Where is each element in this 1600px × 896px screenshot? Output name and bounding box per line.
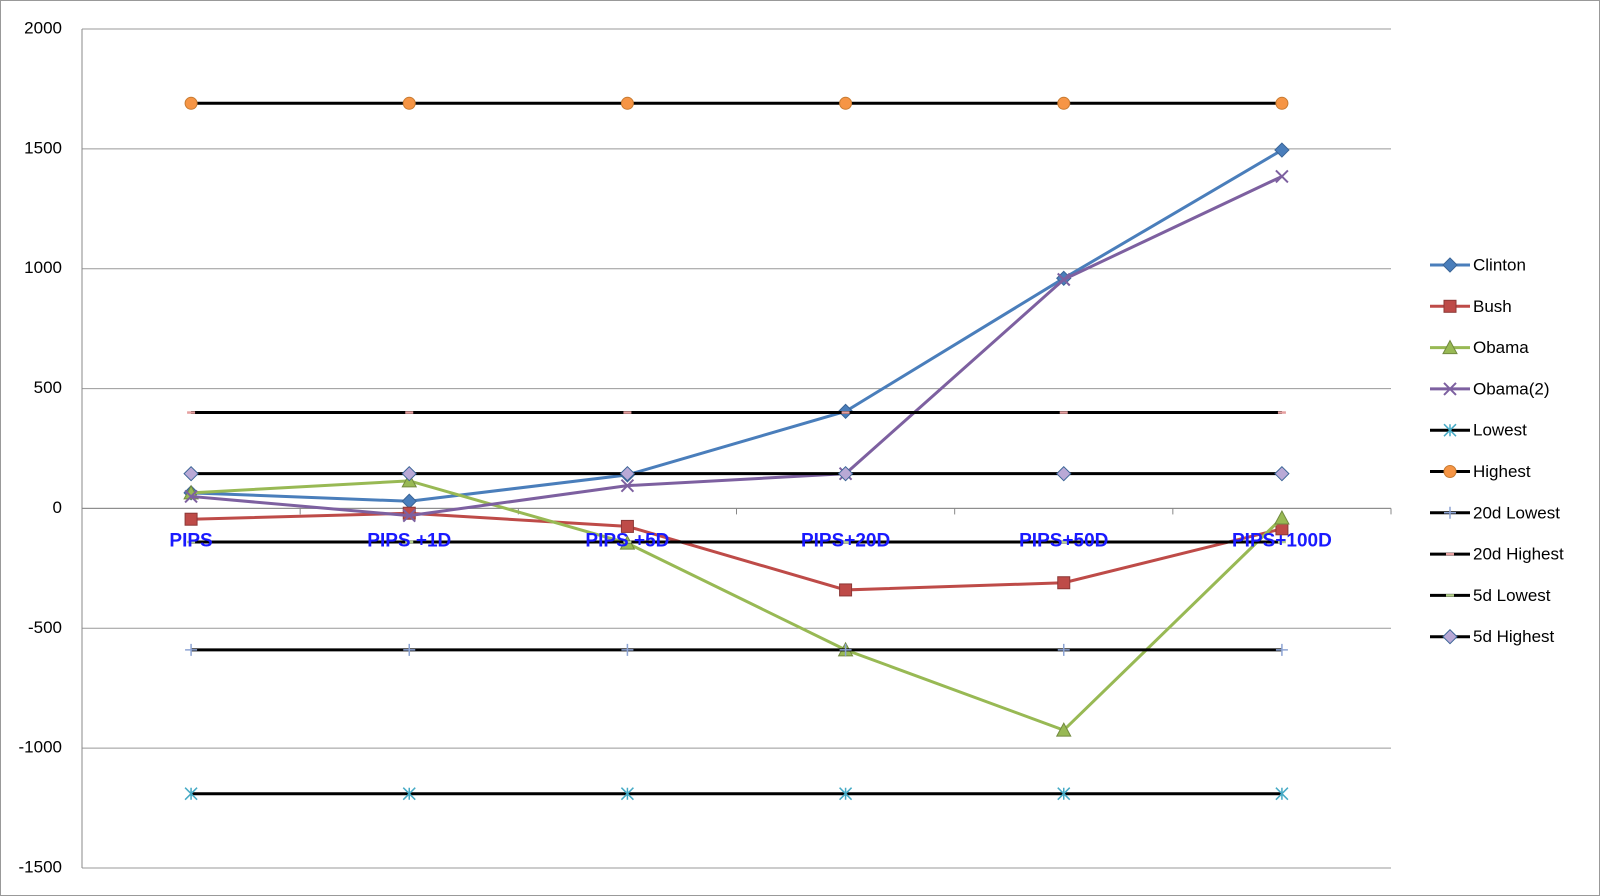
legend-marker bbox=[1443, 382, 1457, 396]
marker bbox=[839, 96, 853, 110]
marker bbox=[184, 512, 198, 526]
marker bbox=[184, 96, 198, 110]
marker bbox=[620, 519, 634, 533]
x-tick-label: PIPS+100D bbox=[1232, 530, 1332, 551]
legend-label: Bush bbox=[1473, 297, 1512, 316]
x-tick-label: PIPS bbox=[169, 530, 212, 551]
marker bbox=[184, 787, 198, 801]
legend-marker bbox=[1442, 628, 1458, 645]
marker bbox=[1055, 722, 1072, 737]
marker bbox=[1274, 142, 1290, 158]
legend-label: Clinton bbox=[1473, 255, 1526, 274]
x-tick-label: PIPS+20D bbox=[801, 530, 890, 551]
marker bbox=[621, 643, 634, 656]
marker bbox=[620, 96, 634, 110]
marker bbox=[839, 583, 853, 597]
marker bbox=[1275, 643, 1288, 656]
marker bbox=[1274, 509, 1290, 525]
series-markers bbox=[184, 96, 1289, 110]
marker bbox=[1057, 96, 1071, 110]
marker bbox=[185, 643, 198, 656]
series-markers bbox=[184, 506, 1289, 597]
marker bbox=[839, 787, 853, 801]
legend-marker bbox=[1443, 299, 1457, 313]
legend-label: 20d Highest bbox=[1473, 545, 1564, 564]
legend-label: Obama(2) bbox=[1473, 379, 1550, 398]
y-tick-label: 2000 bbox=[24, 18, 62, 37]
marker bbox=[837, 465, 854, 482]
series-markers bbox=[183, 465, 1290, 482]
legend-marker bbox=[1444, 506, 1456, 519]
marker bbox=[402, 506, 416, 520]
series-line bbox=[190, 175, 1283, 518]
series-line bbox=[191, 479, 1283, 732]
series-markers bbox=[184, 787, 1289, 801]
legend-label: Obama bbox=[1473, 338, 1529, 357]
marker bbox=[619, 465, 636, 482]
legend-label: Lowest bbox=[1473, 421, 1527, 440]
legend-label: 20d Lowest bbox=[1473, 503, 1560, 522]
x-tick-label: PIPS +1D bbox=[367, 530, 451, 551]
marker bbox=[839, 643, 852, 656]
series-markers bbox=[184, 169, 1289, 523]
legend-label: 5d Highest bbox=[1473, 627, 1555, 646]
marker bbox=[402, 508, 416, 523]
x-tick-label: PIPS +5D bbox=[585, 530, 669, 551]
marker bbox=[1057, 643, 1070, 656]
marker bbox=[403, 643, 416, 656]
marker bbox=[1057, 576, 1071, 590]
legend-label: Highest bbox=[1473, 462, 1531, 481]
marker bbox=[402, 96, 416, 110]
series-line bbox=[191, 511, 1283, 592]
marker bbox=[1275, 96, 1289, 110]
y-tick-label: 0 bbox=[53, 498, 62, 517]
marker bbox=[1275, 169, 1289, 184]
legend-marker bbox=[1442, 339, 1458, 355]
marker bbox=[402, 787, 416, 801]
legend-marker bbox=[1443, 465, 1457, 478]
series-markers bbox=[185, 643, 1288, 656]
marker bbox=[1057, 787, 1071, 801]
marker bbox=[620, 478, 635, 493]
marker bbox=[183, 465, 199, 482]
marker bbox=[620, 787, 634, 801]
series-line bbox=[191, 148, 1283, 503]
y-tick-label: -500 bbox=[28, 618, 62, 637]
legend-marker bbox=[1442, 257, 1458, 273]
y-tick-label: 500 bbox=[34, 378, 62, 397]
y-tick-label: -1000 bbox=[19, 738, 62, 757]
marker bbox=[401, 465, 417, 482]
marker bbox=[1274, 465, 1290, 482]
x-tick-label: PIPS+50D bbox=[1019, 530, 1108, 551]
marker bbox=[184, 489, 198, 504]
y-tick-label: 1000 bbox=[24, 258, 62, 277]
legend-label: 5d Lowest bbox=[1473, 586, 1551, 605]
y-tick-label: -1500 bbox=[19, 857, 62, 876]
y-tick-label: 1500 bbox=[24, 138, 62, 157]
marker bbox=[1275, 787, 1289, 801]
marker bbox=[1056, 465, 1072, 482]
marker bbox=[1057, 272, 1071, 287]
legend-marker bbox=[1443, 423, 1457, 437]
